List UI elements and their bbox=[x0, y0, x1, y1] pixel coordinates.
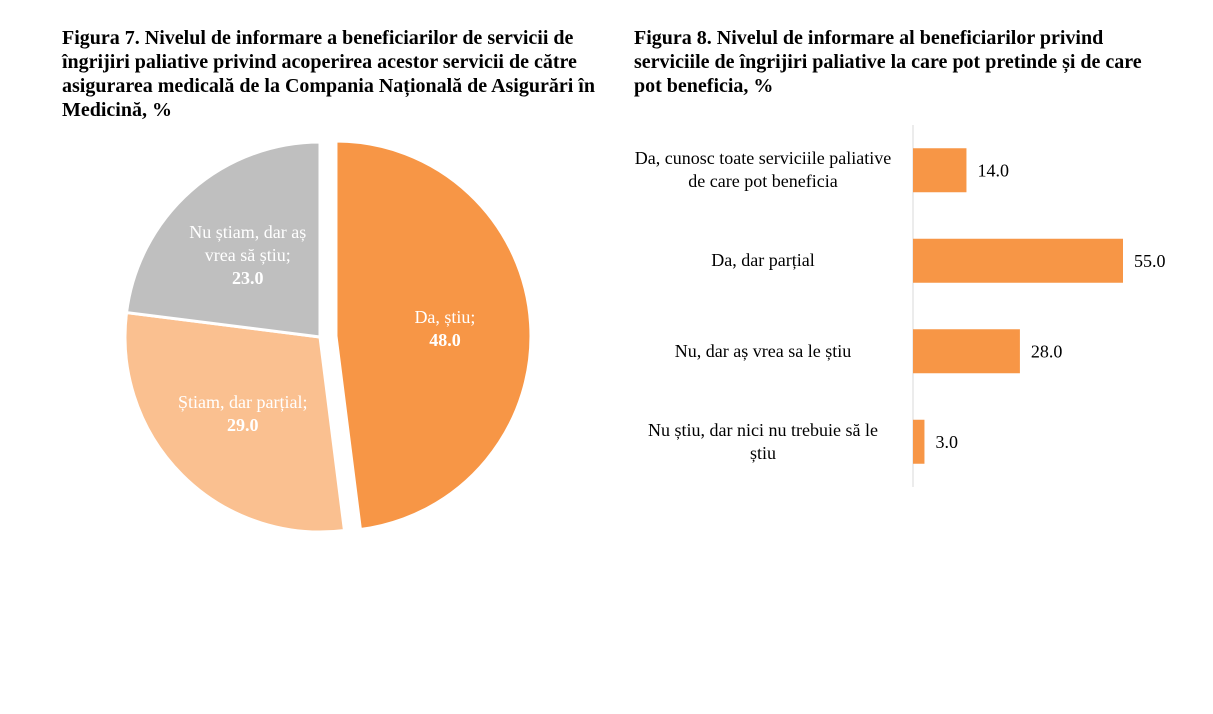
bar bbox=[913, 329, 1020, 374]
category-label: Nu, dar aș vrea sa le știu bbox=[674, 340, 852, 361]
value-label: 23.0 bbox=[232, 267, 264, 288]
slice-label: Nu știam, dar aș vrea să știu; 23.0 bbox=[178, 221, 318, 290]
chart-title: Figura 7. Nivelul de informare a benefic… bbox=[62, 27, 595, 121]
pie-slice bbox=[124, 140, 322, 339]
bar bbox=[913, 238, 1123, 283]
pie-slice bbox=[334, 139, 533, 532]
value-label: 3.0 bbox=[935, 432, 958, 452]
pie-slice bbox=[123, 310, 347, 534]
bar bbox=[913, 419, 925, 464]
category-label: Nu știu, dar nici nu trebuie să le știu bbox=[648, 419, 878, 463]
category-label: Da, cunosc toate serviciile paliative de… bbox=[634, 148, 892, 192]
category-label: Da, știu; bbox=[414, 307, 476, 328]
category-label: Știam, dar parțial; bbox=[178, 392, 308, 413]
value-label: 28.0 bbox=[1031, 341, 1063, 361]
category-label: Nu știam, dar aș vrea să știu; bbox=[189, 221, 307, 265]
bar bbox=[913, 148, 967, 193]
slice-label: Știam, dar parțial; 29.0 bbox=[173, 391, 313, 437]
category-label: Da, dar parțial bbox=[711, 250, 815, 271]
value-label: 48.0 bbox=[429, 330, 461, 351]
value-label: 29.0 bbox=[227, 415, 259, 436]
chart-title: Figura 8. Nivelul de informare al benefi… bbox=[634, 27, 1142, 97]
slice-label: Da, știu; 48.0 bbox=[375, 306, 515, 352]
value-label: 14.0 bbox=[977, 160, 1009, 180]
value-label: 55.0 bbox=[1134, 251, 1166, 271]
